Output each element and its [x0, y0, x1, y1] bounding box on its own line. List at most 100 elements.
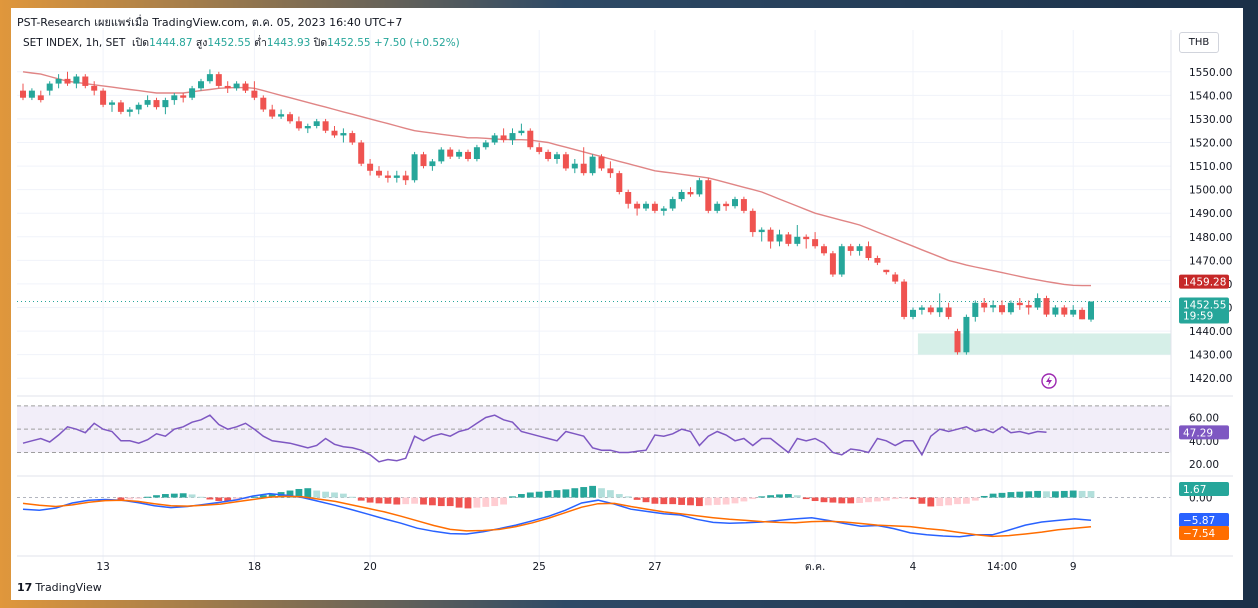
tradingview-logo[interactable]: 17 TradingView [17, 581, 102, 594]
candle [358, 142, 365, 164]
candle [571, 163, 578, 169]
price-tick-label: 1430.00 [1189, 350, 1232, 362]
candle [554, 154, 560, 159]
moving-average-line [22, 71, 1091, 287]
macd-histogram-bar [437, 497, 445, 507]
candle [999, 305, 1005, 313]
macd-histogram-bar [785, 494, 792, 498]
candle [963, 316, 970, 353]
macd-histogram-bar [188, 494, 196, 498]
macd-histogram-bar [197, 496, 205, 498]
candle [901, 281, 908, 317]
candle [473, 147, 480, 159]
time-tick-label: 18 [248, 561, 261, 573]
candle [37, 95, 44, 101]
macd-histogram-bar [295, 488, 303, 498]
candle [634, 203, 641, 209]
candle [625, 192, 632, 204]
macd-histogram-bar [455, 497, 463, 508]
time-tick-label: 14:00 [987, 561, 1017, 573]
candle [287, 114, 293, 122]
macd-histogram-bar [963, 497, 970, 504]
candle [562, 154, 569, 169]
candle [536, 147, 543, 152]
macd-histogram-bar [820, 497, 828, 503]
candle [785, 234, 792, 244]
candle [758, 229, 765, 233]
macd-histogram-bar [811, 497, 819, 502]
candle [1007, 302, 1014, 313]
candle [269, 109, 276, 117]
macd-histogram-bar [900, 497, 908, 499]
price-tick-label: 1550.00 [1189, 67, 1232, 79]
signal-value-label: −7.54 [1183, 528, 1215, 540]
macd-histogram-bar [1078, 490, 1086, 498]
macd-histogram-bar [357, 497, 365, 501]
candle [749, 210, 756, 233]
candle [767, 229, 774, 242]
macd-histogram-bar [535, 491, 543, 498]
macd-histogram-bar [1069, 490, 1077, 498]
macd-histogram-bar [162, 494, 169, 498]
candle [732, 199, 738, 207]
macd-histogram-bar [704, 497, 712, 506]
time-tick-label: 20 [363, 561, 376, 573]
candle [607, 168, 614, 174]
macd-histogram-bar [144, 496, 151, 498]
macd-histogram-bar [313, 490, 321, 498]
macd-histogram-bar [384, 497, 392, 504]
candle [856, 246, 863, 251]
candle [1052, 307, 1059, 315]
macd-histogram-bar [1007, 492, 1015, 498]
currency-button[interactable]: THB [1179, 32, 1219, 53]
macd-histogram-bar [767, 495, 774, 498]
macd-histogram-bar [749, 497, 757, 500]
candle [812, 239, 819, 247]
candle [376, 170, 382, 176]
macd-histogram-bar [259, 495, 267, 498]
macd-histogram-bar [482, 497, 490, 507]
lightning-glyph [1046, 376, 1052, 386]
candle [402, 175, 409, 181]
macd-histogram-bar [615, 494, 623, 498]
time-tick-label: 25 [533, 561, 546, 573]
macd-histogram-bar [882, 497, 890, 501]
candle [705, 180, 712, 211]
macd-histogram-bar [170, 493, 178, 498]
macd-histogram-bar [865, 497, 872, 503]
candle [740, 199, 747, 211]
candle [313, 121, 320, 126]
candle [447, 149, 454, 157]
candle [660, 208, 667, 211]
candle [803, 236, 810, 240]
candle [251, 90, 258, 98]
chart-card: PST-Research เผยแพร่เมื่อ TradingView.co… [11, 8, 1243, 600]
candle [936, 307, 943, 313]
chart-svg[interactable]: 1550.00 1540.00 1530.00 1520.00 1510.00 1500.… [11, 8, 1243, 600]
macd-histogram-bar [1016, 491, 1024, 498]
macd-hist-label-bg [1179, 482, 1229, 497]
open-value: 1444.87 [149, 37, 193, 49]
macd-histogram-bar [1087, 491, 1095, 498]
macd-histogram-bar [758, 496, 766, 498]
candle [714, 203, 721, 211]
time-tick-label: ต.ค. [805, 561, 826, 573]
price-tick-label: 1470.00 [1189, 255, 1232, 267]
macd-histogram-bar [224, 497, 232, 502]
macd-value-label-bg [1179, 513, 1229, 527]
macd-histogram-bar [518, 494, 525, 498]
symbol-line[interactable]: SET INDEX, 1h, SET [23, 37, 126, 49]
candle [1034, 298, 1041, 308]
macd-histogram-bar [526, 492, 534, 498]
macd-histogram-bar [713, 497, 721, 505]
candle [109, 102, 115, 105]
logo-text: TradingView [35, 581, 102, 594]
close-value: 1452.55 [327, 37, 371, 49]
close-label: ปิด [313, 37, 328, 49]
candle [580, 163, 587, 174]
macd-histogram-bar [420, 497, 427, 505]
macd-histogram-bar [268, 493, 276, 498]
macd-histogram-bar [464, 497, 472, 509]
macd-histogram-bar [429, 497, 436, 506]
time-tick-label: 9 [1070, 561, 1077, 573]
